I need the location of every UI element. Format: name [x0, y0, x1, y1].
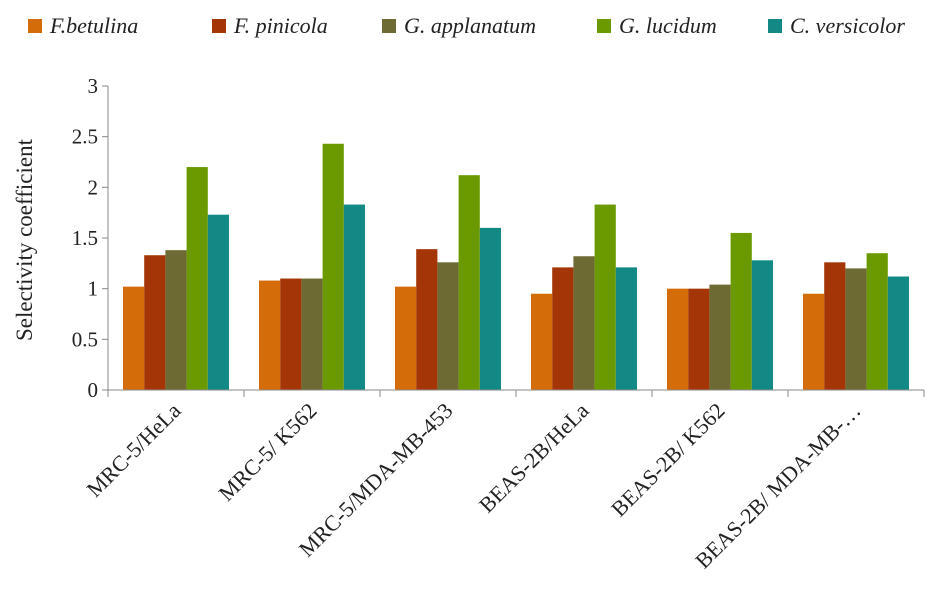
bar: [437, 262, 459, 390]
x-tick-label: MRC-5/MDA-MB-453: [294, 398, 458, 562]
bar: [280, 278, 302, 390]
y-tick-label: 2.5: [72, 125, 98, 149]
plot-area: [123, 143, 909, 390]
x-tick-label: BEAS-2B/ K562: [606, 398, 730, 522]
bar: [866, 253, 888, 390]
legend-label: G. applanatum: [404, 13, 536, 38]
x-tick-label: MRC-5/HeLa: [81, 398, 185, 502]
bar: [165, 250, 187, 390]
bar: [688, 288, 710, 390]
bar: [259, 280, 281, 390]
legend-swatch: [28, 19, 42, 33]
bar: [615, 267, 637, 390]
legend-label: F. pinicola: [233, 13, 328, 38]
y-axis: 0 0.5 1 1.5 2 2.5 3: [72, 74, 109, 402]
bar: [322, 143, 344, 390]
bar: [458, 175, 480, 390]
bar: [531, 293, 553, 390]
y-tick-label: 1.5: [72, 226, 98, 250]
legend-item: G. lucidum: [597, 13, 717, 38]
legend-label: F.betulina: [49, 13, 138, 38]
legend-label: C. versicolor: [790, 13, 905, 38]
bar: [123, 286, 145, 390]
bar: [709, 284, 731, 390]
legend-item: F.betulina: [28, 13, 138, 38]
legend-label: G. lucidum: [619, 13, 717, 38]
y-tick-label: 2: [88, 175, 99, 199]
bar: [667, 288, 689, 390]
y-tick-label: 0: [88, 378, 99, 402]
bar: [730, 232, 752, 390]
legend-item: C. versicolor: [768, 13, 905, 38]
bar: [207, 214, 229, 390]
y-axis-label: Selectivity coefficient: [12, 138, 37, 341]
legend-item: G. applanatum: [382, 13, 536, 38]
bar: [416, 249, 438, 390]
legend: F.betulina F. pinicola G. applanatum G. luc…: [28, 13, 905, 38]
bar: [845, 268, 867, 390]
bar: [751, 260, 773, 390]
bar: [186, 167, 208, 390]
bar: [887, 276, 909, 390]
y-tick-label: 0.5: [72, 327, 98, 351]
bar: [594, 204, 616, 390]
bar: [144, 255, 166, 390]
legend-item: F. pinicola: [212, 13, 328, 38]
bar: [343, 204, 365, 390]
bar: [573, 256, 595, 390]
bar: [301, 278, 323, 390]
bar: [395, 286, 417, 390]
bar: [552, 267, 574, 390]
y-tick-label: 1: [88, 277, 99, 301]
legend-swatch: [382, 19, 396, 33]
bar: [803, 293, 825, 390]
legend-swatch: [597, 19, 611, 33]
x-tick-label: MRC-5/ K562: [214, 398, 322, 506]
x-tick-label: BEAS-2B/HeLa: [474, 398, 594, 518]
legend-swatch: [768, 19, 782, 33]
bar: [479, 227, 501, 390]
y-tick-label: 3: [88, 74, 99, 98]
bar: [824, 262, 846, 390]
legend-swatch: [212, 19, 226, 33]
